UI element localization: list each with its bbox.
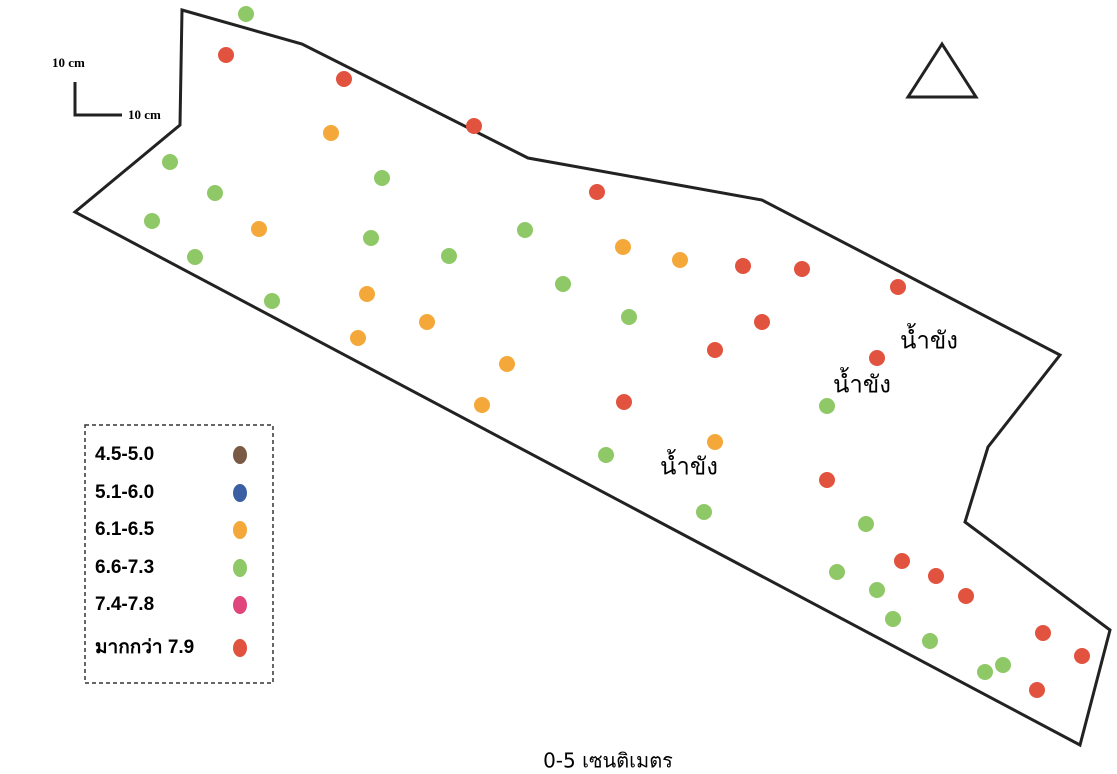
sample-point xyxy=(218,47,234,63)
sample-point xyxy=(162,154,178,170)
sample-point xyxy=(323,125,339,141)
sample-point xyxy=(419,314,435,330)
sample-point xyxy=(869,582,885,598)
sample-point xyxy=(374,170,390,186)
legend-label: 6.6-7.3 xyxy=(95,557,154,578)
legend-label: 4.5-5.0 xyxy=(95,444,154,465)
legend-swatch xyxy=(233,446,247,464)
sample-point xyxy=(555,276,571,292)
sample-point xyxy=(696,504,712,520)
sample-point xyxy=(754,314,770,330)
sample-point xyxy=(735,258,751,274)
caption: 0-5 เซนติเมตร xyxy=(543,749,673,773)
sample-point xyxy=(517,222,533,238)
legend-label: มากกว่า 7.9 xyxy=(95,637,194,658)
sample-point xyxy=(707,434,723,450)
sample-point xyxy=(363,230,379,246)
sample-point xyxy=(995,657,1011,673)
sample-point xyxy=(1035,625,1051,641)
sample-point xyxy=(350,330,366,346)
sample-point xyxy=(144,213,160,229)
sample-point xyxy=(890,279,906,295)
sample-point xyxy=(336,71,352,87)
water-label: น้ำขัง xyxy=(660,449,718,481)
field-outline xyxy=(72,8,1112,748)
scale-label: 10 cm xyxy=(52,55,85,70)
north-marker xyxy=(905,41,979,99)
sample-point xyxy=(819,398,835,414)
legend-swatch xyxy=(233,639,247,657)
sample-point xyxy=(187,249,203,265)
sample-point xyxy=(1074,648,1090,664)
sample-point xyxy=(616,394,632,410)
legend-swatch xyxy=(233,559,247,577)
legend-swatch xyxy=(233,484,247,502)
sample-point xyxy=(359,286,375,302)
sample-point xyxy=(794,261,810,277)
sample-point xyxy=(707,342,723,358)
legend-swatch xyxy=(233,521,247,539)
water-label: น้ำขัง xyxy=(900,323,958,355)
scale-bar xyxy=(73,82,122,117)
sample-point xyxy=(958,588,974,604)
water-label: น้ำขัง xyxy=(833,367,891,399)
sample-point xyxy=(894,553,910,569)
sample-point xyxy=(885,611,901,627)
sample-point xyxy=(251,221,267,237)
sample-point xyxy=(621,309,637,325)
sample-point xyxy=(829,564,845,580)
sample-point xyxy=(615,239,631,255)
sample-point xyxy=(977,664,993,680)
sample-point xyxy=(672,252,688,268)
legend-label: 5.1-6.0 xyxy=(95,482,154,503)
sample-point xyxy=(474,397,490,413)
sample-point xyxy=(1029,682,1045,698)
legend-label: 6.1-6.5 xyxy=(95,519,155,540)
legend-box xyxy=(84,424,274,684)
sample-point xyxy=(238,6,254,22)
sample-point xyxy=(869,350,885,366)
sample-point xyxy=(858,516,874,532)
sample-point xyxy=(589,184,605,200)
sample-point xyxy=(928,568,944,584)
sample-point xyxy=(466,118,482,134)
sample-point xyxy=(598,447,614,463)
sample-point xyxy=(207,185,223,201)
legend-label: 7.4-7.8 xyxy=(95,594,154,615)
sample-point xyxy=(819,472,835,488)
scale-label: 10 cm xyxy=(128,107,161,122)
sample-point xyxy=(441,248,457,264)
sample-point xyxy=(264,293,280,309)
sample-point xyxy=(922,633,938,649)
legend-swatch xyxy=(233,596,247,614)
sample-point xyxy=(499,356,515,372)
